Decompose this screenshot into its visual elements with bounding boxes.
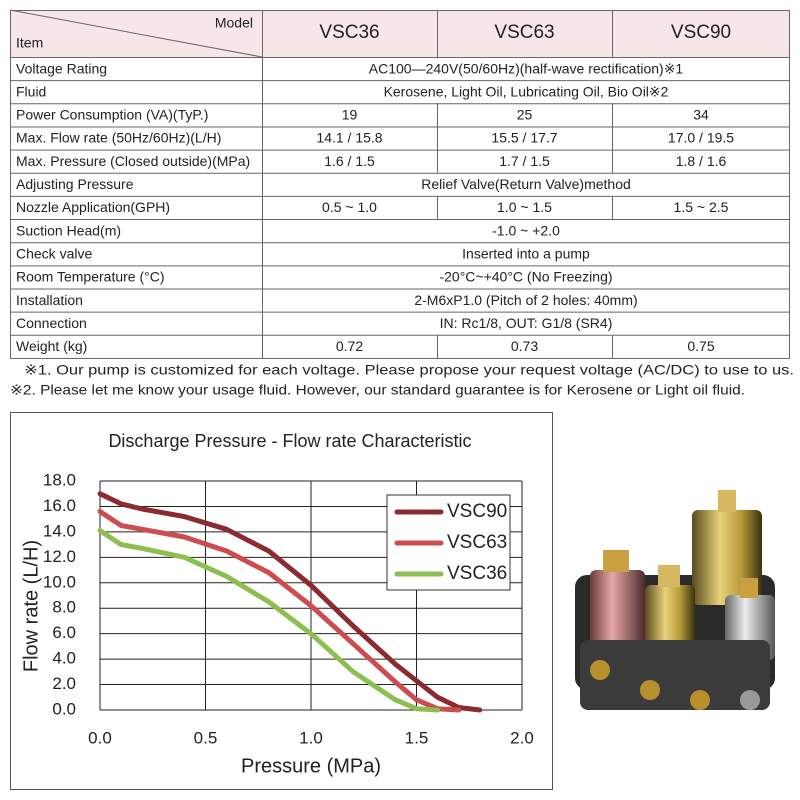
row-value: Relief Valve(Return Valve)method [421,176,631,192]
row-value: 1.6 / 1.5 [324,153,375,169]
row-value: 1.5 ~ 2.5 [674,199,729,215]
table-border [10,10,790,359]
x-tick-label: 2.0 [510,728,534,747]
row-value: 0.72 [336,338,363,354]
row-value: 1.7 / 1.5 [499,153,550,169]
header-background [10,10,790,57]
header-item: Item [16,35,43,51]
row-value: -20°C~+40°C (No Freezing) [439,269,612,285]
y-tick-label: 12.0 [43,547,76,566]
row-value: Kerosene, Light Oil, Lubricating Oil, Bi… [384,83,669,99]
row-value: -1.0 ~ +2.0 [492,222,560,238]
series-line [97,509,462,713]
legend-label: VSC90 [447,501,507,522]
y-tick-label: 0.0 [52,699,76,718]
row-item: Power Consumption (VA)(TyP.) [16,107,208,123]
legend-label: VSC63 [447,532,507,553]
x-tick-label: 1.0 [299,728,323,747]
header-model-name: VSC90 [671,22,731,43]
row-value: 2-M6xP1.0 (Pitch of 2 holes: 40mm) [414,292,637,308]
chart-title: Discharge Pressure - Flow rate Character… [108,431,471,451]
y-tick-label: 2.0 [52,674,76,693]
header-model-name: VSC36 [319,22,379,43]
note: ※2. Please let me know your usage fluid.… [10,382,745,398]
row-value: 0.75 [687,338,714,354]
row-item: Connection [16,315,87,331]
y-tick-label: 16.0 [43,496,76,515]
x-tick-label: 1.5 [405,728,429,747]
header-model-name: VSC63 [494,22,554,43]
x-tick-label: 0.5 [194,728,218,747]
row-item: Installation [16,292,83,308]
y-axis-label: Flow rate (L/H) [20,540,42,672]
row-item: Adjusting Pressure [16,176,134,192]
chart-frame [10,412,553,790]
series-line [97,491,483,713]
y-tick-label: 8.0 [52,598,76,617]
row-item: Room Temperature (°C) [16,269,165,285]
row-item: Fluid [16,83,46,99]
row-item: Weight (kg) [16,338,87,354]
row-value: 0.73 [511,338,538,354]
y-tick-label: 6.0 [52,623,76,642]
row-value: 14.1 / 15.8 [316,130,382,146]
y-tick-label: 10.0 [43,572,76,591]
row-value: 17.0 / 19.5 [668,130,734,146]
row-item: Suction Head(m) [16,222,121,238]
header-model: Model [215,15,253,31]
row-value: 19 [342,107,358,123]
legend-label: VSC36 [447,563,507,584]
header-diagonal [9,9,263,58]
y-tick-label: 14.0 [43,521,76,540]
x-tick-label: 0.0 [88,728,112,747]
row-value: 1.0 ~ 1.5 [497,199,552,215]
row-value: Inserted into a pump [462,245,590,261]
y-tick-label: 4.0 [52,649,76,668]
row-value: IN: Rc1/8, OUT: G1/8 (SR4) [440,315,613,331]
y-tick-label: 18.0 [43,470,76,489]
row-item: Max. Flow rate (50Hz/60Hz)(L/H) [16,130,221,146]
row-item: Nozzle Application(GPH) [16,199,170,215]
row-value: 15.5 / 17.7 [491,130,557,146]
pump-photo [575,490,775,710]
row-value: 34 [693,107,709,123]
row-item: Check valve [16,245,92,261]
x-axis-label: Pressure (MPa) [241,755,381,777]
row-value: 0.5 ~ 1.0 [322,199,377,215]
row-value: 1.8 / 1.6 [676,153,727,169]
row-item: Voltage Rating [16,60,107,76]
row-item: Max. Pressure (Closed outside)(MPa) [16,153,250,169]
row-value: 25 [517,107,533,123]
note: ※1. Our pump is customized for each volt… [24,362,794,378]
row-value: AC100—240V(50/60Hz)(half-wave rectificat… [369,60,684,76]
series-line [97,528,441,713]
